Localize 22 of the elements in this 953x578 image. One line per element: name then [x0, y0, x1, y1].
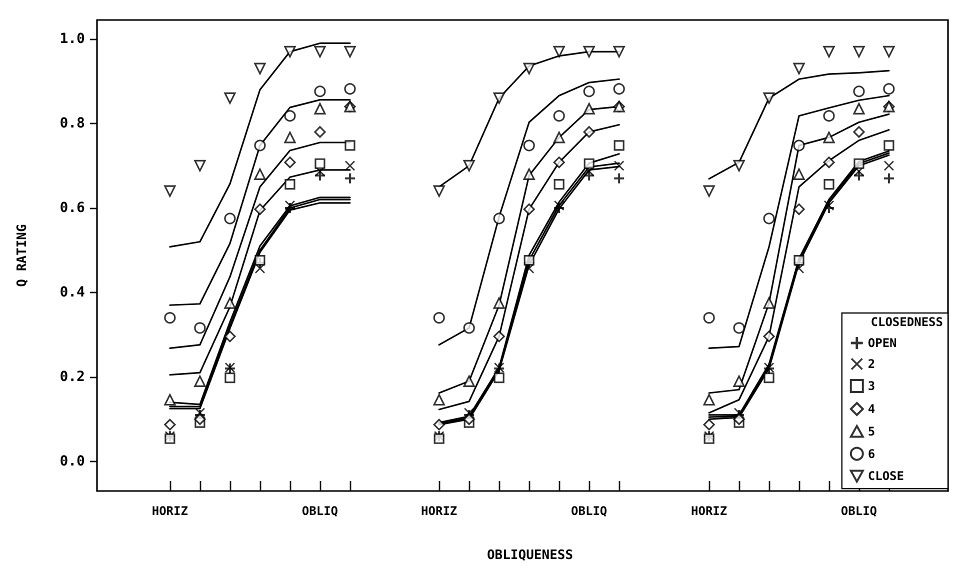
legend-label: 4 — [868, 402, 876, 416]
x-tick-label: OBLIQ — [302, 504, 338, 518]
x-axis-title: OBLIQUENESS — [486, 548, 574, 563]
legend-label: CLOSE — [868, 469, 904, 484]
legend-label: 5 — [868, 424, 876, 438]
legend-label: OPEN — [868, 336, 897, 350]
x-tick-label: HORIZ — [691, 504, 728, 518]
x-tick-label: OBLIQ — [840, 504, 878, 518]
y-axis-title: Q RATING — [15, 224, 30, 287]
legend-label: 6 — [868, 446, 876, 461]
y-tick-label: 0.2 — [60, 368, 85, 385]
x-tick-label: HORIZ — [421, 504, 458, 518]
legend-label: 3 — [868, 379, 876, 393]
x-tick-label: OBLIQ — [571, 504, 608, 518]
y-tick-label: 0.8 — [60, 115, 85, 132]
x-tick-label: HORIZ — [152, 504, 188, 518]
legend-label: 2 — [868, 357, 876, 371]
legend-title: CLOSEDNESS — [870, 315, 944, 329]
y-tick-label: 1.0 — [60, 31, 85, 48]
y-tick-label: 0.6 — [60, 200, 85, 216]
y-tick-label: 0.0 — [60, 453, 85, 470]
y-tick-label: 0.4 — [60, 284, 85, 300]
